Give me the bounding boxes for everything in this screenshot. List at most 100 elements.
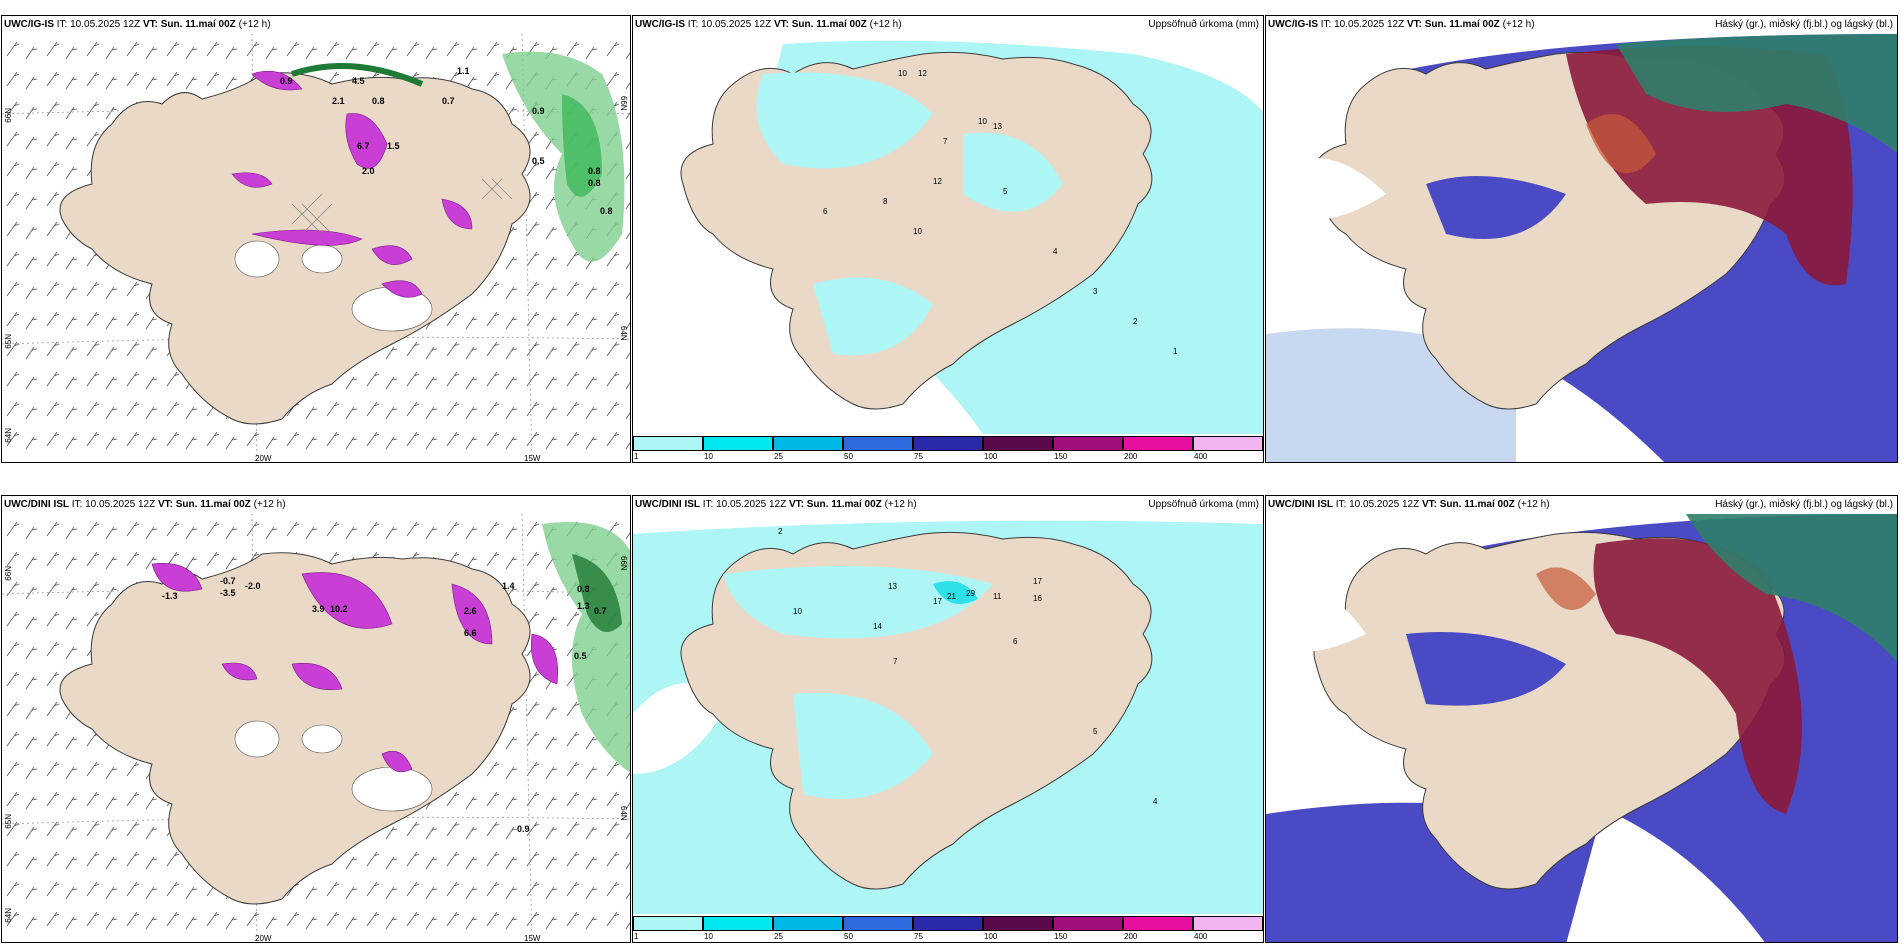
value-label: 3.9 bbox=[312, 604, 325, 614]
precip-value: 10 bbox=[913, 227, 922, 236]
value-label: -3.5 bbox=[220, 588, 236, 598]
panel-header: UWC/IG-IS IT: 10.05.2025 12Z VT: Sun. 11… bbox=[635, 19, 902, 30]
precip-value: 16 bbox=[1033, 594, 1042, 603]
legend-swatch bbox=[1123, 436, 1193, 451]
lat-label-64n: 64N bbox=[4, 428, 13, 443]
legend-swatch bbox=[983, 916, 1053, 931]
legend-tick: 50 bbox=[844, 452, 853, 461]
legend-swatch bbox=[633, 436, 703, 451]
legend-swatch bbox=[1193, 436, 1263, 451]
value-label: -2.0 bbox=[245, 581, 261, 591]
lat-label-right-66n: 66N bbox=[619, 96, 628, 111]
legend-tick: 25 bbox=[774, 932, 783, 941]
map-canvas[interactable]: 2 13 17 21 29 11 17 16 14 10 7 6 5 4 bbox=[633, 514, 1264, 916]
panel-dini-isl-clouds: UWC/DINI ISL IT: 10.05.2025 12Z VT: Sun.… bbox=[1265, 495, 1898, 943]
precip-value: 8 bbox=[883, 197, 888, 206]
legend-swatch bbox=[773, 436, 843, 451]
precip-value: 12 bbox=[918, 69, 927, 78]
precip-legend: 1 10 25 50 75 100 150 200 400 bbox=[633, 434, 1263, 462]
precip-value: 5 bbox=[1003, 187, 1008, 196]
lon-label-20w: 20W bbox=[255, 934, 272, 943]
lat-label-right-64n: 64N bbox=[619, 326, 628, 341]
legend-swatch bbox=[1053, 916, 1123, 931]
value-label: 6.7 bbox=[357, 141, 370, 151]
lat-label-65n: 65N bbox=[4, 814, 13, 829]
panel-dini-isl-accum-precip: UWC/DINI ISL IT: 10.05.2025 12Z VT: Sun.… bbox=[632, 495, 1264, 943]
legend-tick: 150 bbox=[1054, 932, 1068, 941]
legend-swatch bbox=[983, 436, 1053, 451]
panel-ig-is-precip-wind: UWC/IG-IS IT: 10.05.2025 12Z VT: Sun. 11… bbox=[1, 15, 631, 463]
value-label: -1.3 bbox=[162, 591, 178, 601]
value-label: 0.7 bbox=[594, 606, 607, 616]
value-label: 0.8 bbox=[577, 584, 590, 594]
legend-tick: 10 bbox=[704, 932, 713, 941]
precip-value: 7 bbox=[943, 137, 948, 146]
legend-tick: 50 bbox=[844, 932, 853, 941]
precip-value: 12 bbox=[933, 177, 942, 186]
lat-label-66n: 66N bbox=[4, 108, 13, 123]
precip-value: 7 bbox=[893, 657, 898, 666]
panel-right-title: Uppsöfnuð úrkoma (mm) bbox=[1148, 19, 1259, 30]
legend-tick: 1 bbox=[634, 452, 639, 461]
legend-swatch bbox=[913, 916, 983, 931]
lat-label-right-64n: 64N bbox=[619, 806, 628, 821]
lat-label-64n: 64N bbox=[4, 908, 13, 923]
precip-value: 13 bbox=[888, 582, 897, 591]
value-label: 1.5 bbox=[387, 141, 400, 151]
legend-tick: 75 bbox=[914, 452, 923, 461]
legend-tick: 400 bbox=[1194, 932, 1208, 941]
precip-value: 6 bbox=[823, 207, 828, 216]
legend-tick: 200 bbox=[1124, 932, 1138, 941]
legend-tick: 200 bbox=[1124, 452, 1138, 461]
value-label: 0.8 bbox=[600, 206, 613, 216]
value-label: 1.3 bbox=[577, 601, 590, 611]
value-label: 0.5 bbox=[574, 651, 587, 661]
value-label: 1.1 bbox=[457, 66, 470, 76]
precip-value: 6 bbox=[1013, 637, 1018, 646]
value-label: 0.9 bbox=[532, 106, 545, 116]
panel-header: UWC/IG-IS IT: 10.05.2025 12Z VT: Sun. 11… bbox=[1268, 19, 1535, 30]
panel-right-title: Uppsöfnuð úrkoma (mm) bbox=[1148, 499, 1259, 510]
value-label: 0.9 bbox=[280, 76, 293, 86]
panel-ig-is-clouds: UWC/IG-IS IT: 10.05.2025 12Z VT: Sun. 11… bbox=[1265, 15, 1898, 463]
legend-tick: 75 bbox=[914, 932, 923, 941]
map-canvas[interactable]: 0.9 4.5 2.1 0.8 0.7 1.1 0.9 0.5 2.0 6.7 … bbox=[2, 34, 631, 463]
precip-value: 14 bbox=[873, 622, 882, 631]
precip-value: 4 bbox=[1153, 797, 1158, 806]
precip-value: 13 bbox=[993, 122, 1002, 131]
legend-tick: 1 bbox=[634, 932, 639, 941]
map-canvas[interactable] bbox=[1266, 34, 1898, 463]
iceland-landmass bbox=[59, 72, 531, 425]
legend-swatch bbox=[1193, 916, 1263, 931]
panel-right-title: Háský (gr.), miðský (fj.bl.) og lágský (… bbox=[1715, 19, 1893, 30]
precip-value: 5 bbox=[1093, 727, 1098, 736]
precip-legend: 1 10 25 50 75 100 150 200 400 bbox=[633, 914, 1263, 942]
lat-label-right-66n: 66N bbox=[619, 556, 628, 571]
precip-value: 17 bbox=[933, 597, 942, 606]
precip-value: 29 bbox=[966, 589, 975, 598]
value-label: 10.2 bbox=[330, 604, 348, 614]
panel-header: UWC/DINI ISL IT: 10.05.2025 12Z VT: Sun.… bbox=[1268, 499, 1550, 510]
map-canvas[interactable]: -1.3 -0.7 -3.5 -2.0 3.9 10.2 1.4 2.6 6.6… bbox=[2, 514, 631, 943]
value-label: 0.8 bbox=[372, 96, 385, 106]
lat-label-65n: 65N bbox=[4, 334, 13, 349]
value-label: 0.5 bbox=[532, 156, 545, 166]
map-canvas[interactable] bbox=[1266, 514, 1898, 943]
value-label: 0.7 bbox=[442, 96, 455, 106]
panel-header: UWC/IG-IS IT: 10.05.2025 12Z VT: Sun. 11… bbox=[4, 19, 271, 30]
value-label: 6.6 bbox=[464, 628, 477, 638]
panel-header: UWC/DINI ISL IT: 10.05.2025 12Z VT: Sun.… bbox=[4, 499, 286, 510]
lat-label-66n: 66N bbox=[4, 566, 13, 581]
map-canvas[interactable]: 10 12 10 13 7 12 10 8 6 5 4 3 2 1 bbox=[633, 34, 1264, 436]
value-label: 1.4 bbox=[502, 581, 515, 591]
panel-right-title: Háský (gr.), miðský (fj.bl.) og lágský (… bbox=[1715, 499, 1893, 510]
legend-swatch bbox=[633, 916, 703, 931]
value-label: 2.1 bbox=[332, 96, 345, 106]
lon-label-15w: 15W bbox=[524, 454, 541, 463]
precip-value: 21 bbox=[947, 592, 956, 601]
legend-swatch bbox=[773, 916, 843, 931]
legend-tick: 10 bbox=[704, 452, 713, 461]
lon-label-20w: 20W bbox=[255, 454, 272, 463]
precip-value: 3 bbox=[1093, 287, 1098, 296]
legend-swatch bbox=[1053, 436, 1123, 451]
